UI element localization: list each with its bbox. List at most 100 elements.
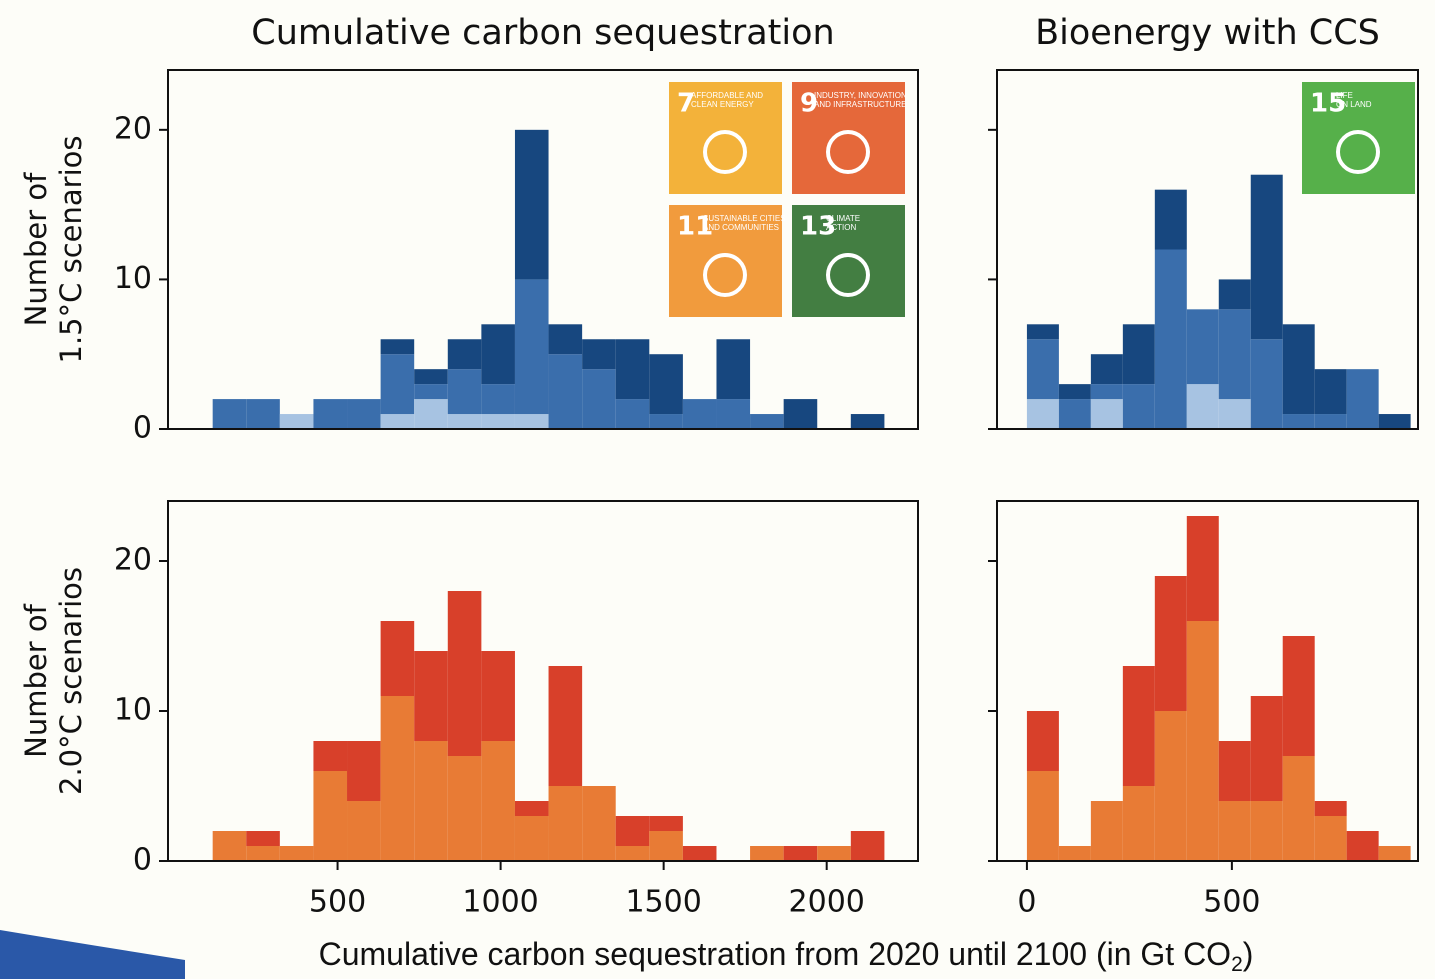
histogram-bar <box>548 786 583 861</box>
y-axis-label: 1.5°C scenarios <box>54 136 88 364</box>
sdg-number: 15 <box>1310 89 1346 119</box>
sdg-icon <box>669 205 782 317</box>
histogram-bar <box>1058 384 1091 400</box>
x-axis-label-subscript: 2 <box>1231 953 1243 976</box>
sdg-label: CLEAN ENERGY <box>691 100 754 109</box>
histogram-bar <box>1218 801 1251 861</box>
histogram-bar <box>582 369 616 429</box>
histogram-bar <box>850 414 885 429</box>
x-axis-label: Cumulative carbon sequestration from 202… <box>319 936 1254 975</box>
sdg-number: 11 <box>677 212 713 242</box>
histogram-bar <box>1218 741 1251 801</box>
histogram-bar <box>1090 384 1123 400</box>
y-tick-label: 0 <box>133 411 152 446</box>
histogram-bar <box>246 846 280 861</box>
histogram-bar <box>649 414 683 429</box>
axes-frame <box>167 500 919 862</box>
histogram-bar <box>414 384 448 400</box>
histogram-bar <box>1186 384 1219 429</box>
histogram-bar <box>1250 801 1283 861</box>
histogram-bar <box>380 354 415 415</box>
sdg-pictogram <box>826 253 870 297</box>
histogram-bar <box>548 666 583 786</box>
x-axis-label-suffix: ) <box>1243 936 1254 972</box>
histogram-bar <box>313 771 348 861</box>
histogram-bar <box>1058 399 1091 429</box>
histogram-bar <box>447 414 482 429</box>
histogram-bar <box>817 846 851 861</box>
sdg-label: SUSTAINABLE CITIES <box>703 214 786 223</box>
panel-title: Bioenergy with CCS <box>1035 13 1380 53</box>
histogram-bar <box>582 339 616 370</box>
histogram-bar <box>279 846 314 861</box>
histogram-bar <box>447 369 482 415</box>
histogram-bar <box>481 414 515 429</box>
histogram-bar <box>1218 279 1251 310</box>
histogram-bar <box>1090 801 1123 861</box>
histogram-bar <box>313 741 348 771</box>
histogram-bar <box>1346 831 1379 861</box>
histogram-bar <box>347 801 381 861</box>
histogram-bar <box>1154 189 1187 250</box>
histogram-bar <box>1282 636 1315 756</box>
histogram-bar <box>414 651 448 741</box>
histogram-bar <box>548 324 583 355</box>
histogram-bar <box>682 846 717 861</box>
panel-title: Cumulative carbon sequestration <box>251 13 834 53</box>
histogram-bar <box>1154 249 1187 429</box>
y-tick-label: 0 <box>133 843 152 878</box>
y-axis-label: Number of <box>19 172 53 326</box>
histogram-bar <box>514 414 549 429</box>
axes-frame <box>996 69 1419 430</box>
histogram-bar <box>850 831 885 861</box>
histogram-bar <box>1314 369 1347 415</box>
histogram-bar <box>1186 621 1219 861</box>
sdg-pictogram <box>703 130 747 174</box>
histogram-bar <box>380 339 415 355</box>
histogram-bar <box>1250 339 1283 429</box>
histogram-bar <box>1186 309 1219 385</box>
sdg-icon <box>1302 82 1415 194</box>
histogram-bar <box>447 591 482 756</box>
histogram-bar <box>1250 696 1283 801</box>
sdg-label: AFFORDABLE AND <box>691 91 763 100</box>
histogram-bar <box>1250 174 1283 340</box>
histogram-bar <box>1154 711 1187 861</box>
sdg-label: LIFE <box>1336 91 1353 100</box>
axes-frame <box>996 500 1419 862</box>
histogram-bar <box>1122 666 1155 786</box>
sdg-label: ON LAND <box>1336 100 1372 109</box>
sdg-number: 9 <box>800 89 818 119</box>
histogram-bar <box>481 741 515 861</box>
histogram-bar <box>1026 771 1059 861</box>
x-tick-label: 500 <box>309 885 366 920</box>
histogram-bar <box>1026 399 1059 429</box>
histogram-bar <box>481 651 515 741</box>
histogram-bar <box>1154 576 1187 711</box>
histogram-bar <box>716 399 751 429</box>
sdg-pictogram <box>826 130 870 174</box>
histogram-bar <box>1282 756 1315 861</box>
x-axis-label-main: Cumulative carbon sequestration from 202… <box>319 936 1231 972</box>
histogram-bar <box>1314 414 1347 429</box>
histogram-bar <box>447 756 482 861</box>
sdg-pictogram <box>703 253 747 297</box>
histogram-bar <box>514 129 549 280</box>
sdg-icon <box>792 82 905 194</box>
histogram-bar <box>481 324 515 385</box>
histogram-bar <box>1218 309 1251 400</box>
histogram-bar <box>1346 369 1379 429</box>
histogram-bar <box>649 816 683 831</box>
histogram-bar <box>1314 816 1347 861</box>
histogram-bar <box>380 621 415 696</box>
histogram-bar <box>380 696 415 861</box>
histogram-bar <box>548 354 583 429</box>
histogram-bar <box>615 399 650 429</box>
histogram-bar <box>1282 324 1315 415</box>
x-tick-label: 0 <box>1017 885 1036 920</box>
decorative-swoosh <box>0 930 185 979</box>
sdg-label: INDUSTRY, INNOVATION <box>814 91 907 100</box>
x-tick-label: 500 <box>1203 885 1260 920</box>
x-tick-label: 1500 <box>625 885 701 920</box>
